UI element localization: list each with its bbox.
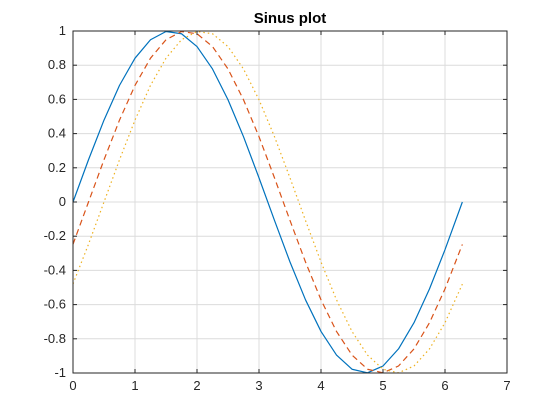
ticks (72, 30, 508, 374)
x-tick-label: 3 (255, 378, 262, 393)
x-tick-label: 1 (131, 378, 138, 393)
series-layer (72, 30, 463, 374)
y-tick-label: -1 (54, 365, 66, 380)
x-tick-label: 7 (503, 378, 510, 393)
y-tick-label: 0.8 (48, 57, 66, 72)
y-tick-label: 1 (59, 23, 66, 38)
x-tick-labels: 0 1 2 3 4 5 6 7 (69, 378, 510, 393)
y-tick-label: -0.2 (44, 228, 66, 243)
y-tick-label: -0.6 (44, 297, 66, 312)
y-tick-label: 0.2 (48, 160, 66, 175)
x-tick-label: 2 (193, 378, 200, 393)
y-tick-label: 0.4 (48, 126, 66, 141)
x-tick-label: 4 (317, 378, 324, 393)
y-tick-label: 0.6 (48, 91, 66, 106)
chart-title: Sinus plot (254, 10, 327, 27)
y-tick-label: -0.8 (44, 331, 66, 346)
x-tick-label: 6 (441, 378, 448, 393)
y-tick-label: 0 (59, 194, 66, 209)
x-tick-label: 5 (379, 378, 386, 393)
series-line-2 (72, 30, 463, 374)
y-tick-label: -0.4 (44, 262, 66, 277)
y-tick-labels: -1 -0.8 -0.6 -0.4 -0.2 0 0.2 0.4 0.6 0.8 1 (44, 23, 66, 380)
x-tick-label: 0 (69, 378, 76, 393)
series-line-1 (72, 30, 463, 374)
